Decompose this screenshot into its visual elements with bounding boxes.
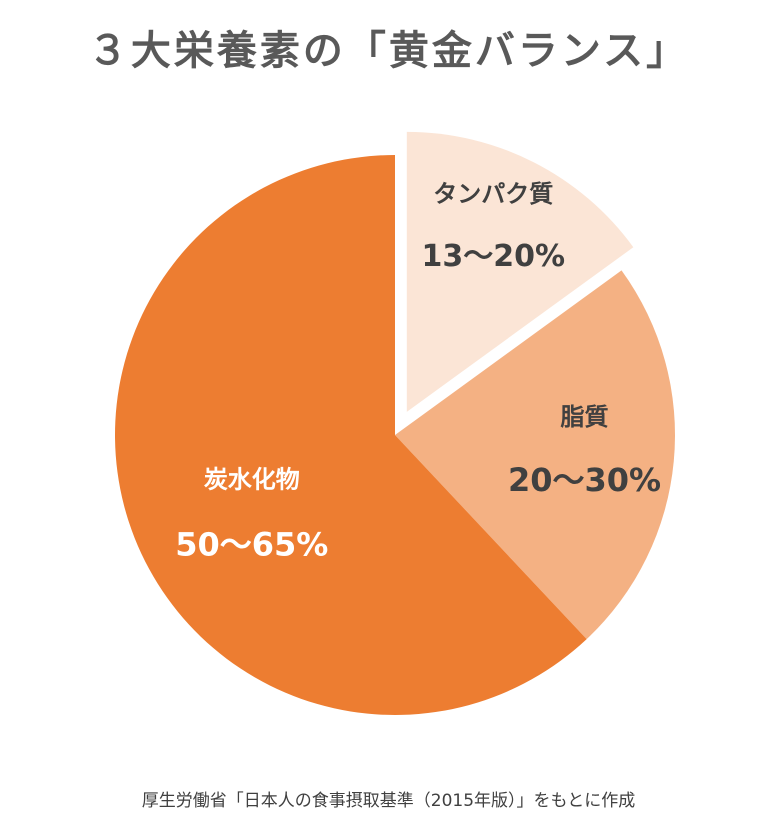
slice-range-label: 50〜65% (175, 526, 328, 564)
slice-range-label: 20〜30% (508, 461, 661, 499)
source-note: 厚生労働省「日本人の食事摂取基準（2015年版）」をもとに作成 (141, 791, 636, 811)
slice-label: 脂質 (561, 403, 609, 431)
slice-label: タンパク質 (433, 180, 553, 208)
chart-title: ３大栄養素の「黄金バランス」 (87, 28, 690, 74)
pie-slice (395, 270, 675, 640)
pie-slice (115, 155, 587, 715)
slice-label: 炭水化物 (204, 466, 300, 494)
pie-slice (406, 131, 634, 412)
slice-range-label: 13〜20% (421, 239, 565, 274)
